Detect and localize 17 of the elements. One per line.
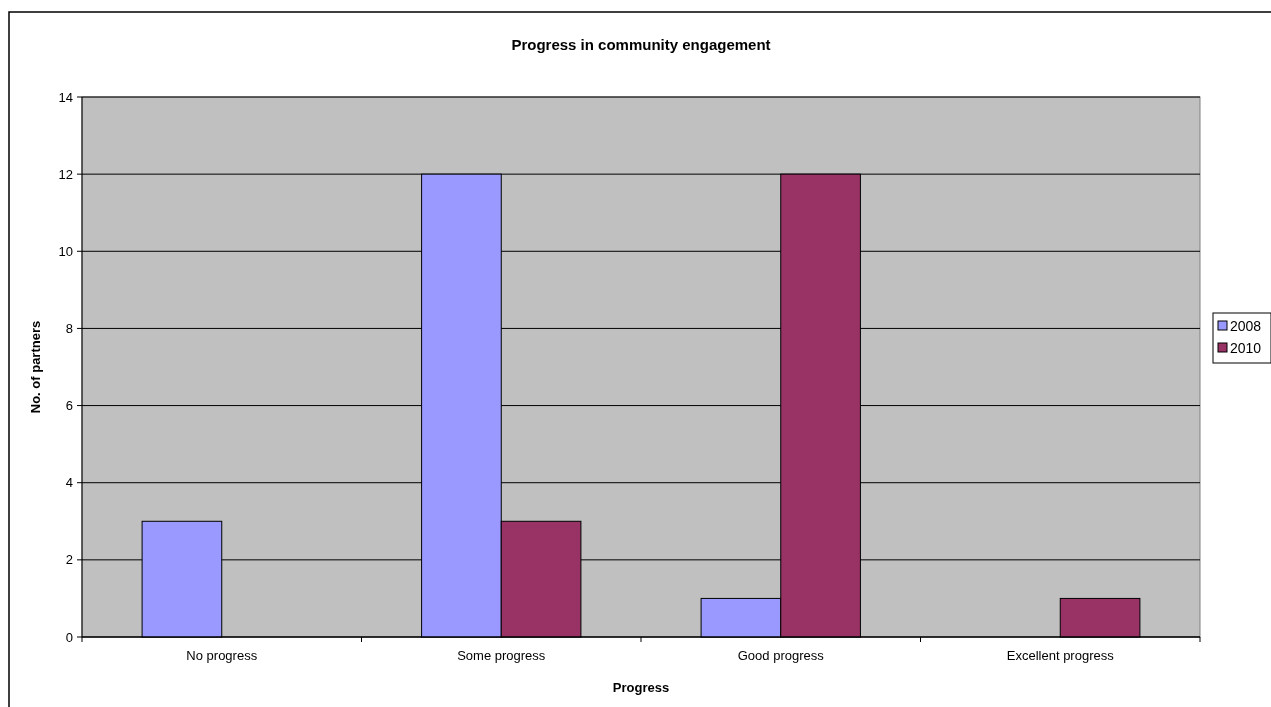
- x-axis-title: Progress: [612, 680, 670, 695]
- x-tick-label: Excellent progress: [1006, 648, 1115, 663]
- y-axis-title: No. of partners: [28, 320, 43, 414]
- legend-label: 2008: [1230, 317, 1262, 334]
- x-tick-label: No progress: [186, 648, 258, 663]
- y-tick-label: 8: [65, 320, 73, 336]
- chart-title: Progress in community engagement: [511, 36, 771, 53]
- y-tick-label: 12: [58, 166, 73, 182]
- y-tick-label: 10: [58, 243, 73, 259]
- y-tick-label: 2: [65, 552, 73, 568]
- y-tick-label: 0: [65, 629, 73, 645]
- x-tick-label: Good progress: [737, 648, 825, 663]
- y-tick-label: 4: [65, 475, 73, 491]
- y-tick-label: 14: [58, 89, 73, 105]
- y-tick-label: 6: [65, 398, 73, 414]
- x-tick-label: Some progress: [457, 648, 546, 663]
- legend-label: 2010: [1230, 339, 1262, 356]
